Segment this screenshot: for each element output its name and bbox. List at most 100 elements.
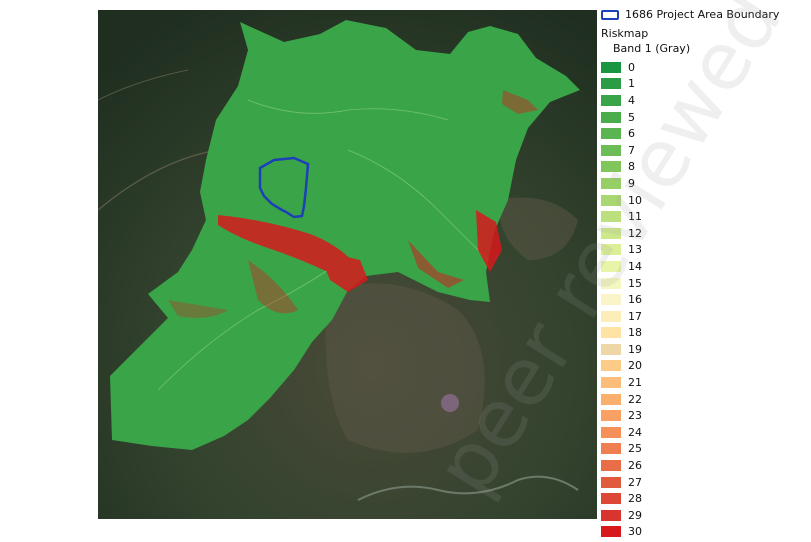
- legend-item-label: 29: [628, 508, 642, 522]
- legend-color-swatch: [601, 78, 621, 90]
- legend-item: 25: [601, 441, 807, 458]
- legend-item-label: 19: [628, 342, 642, 356]
- legend-color-swatch: [601, 277, 621, 289]
- legend-item-label: 13: [628, 243, 642, 257]
- legend-item: 20: [601, 358, 807, 375]
- legend-color-swatch: [601, 227, 621, 239]
- legend-item: 27: [601, 474, 807, 491]
- boundary-swatch: [601, 9, 619, 20]
- cleared-land-patch: [498, 197, 578, 260]
- legend-item-label: 14: [628, 259, 642, 273]
- legend-color-swatch: [601, 111, 621, 123]
- map-canvas: [98, 10, 597, 519]
- band-label: Band 1 (Gray): [613, 42, 691, 55]
- legend-color-swatch: [601, 61, 621, 73]
- legend-item: 9: [601, 175, 807, 192]
- legend-item: 4: [601, 92, 807, 109]
- legend-color-swatch: [601, 509, 621, 521]
- legend-item-label: 25: [628, 442, 642, 456]
- legend-item-label: 26: [628, 459, 642, 473]
- settlement-patch: [441, 394, 459, 412]
- legend-color-swatch: [601, 260, 621, 272]
- legend-item-label: 21: [628, 376, 642, 390]
- legend-color-swatch: [601, 244, 621, 256]
- legend-color-swatch: [601, 343, 621, 355]
- legend-color-swatch: [601, 194, 621, 206]
- legend-item-label: 18: [628, 326, 642, 340]
- legend-items: 0 1 4 5 6 7 8 9 10 11 12 13 14 15 16 17 18 19 20 21 22 23 24 25…: [601, 59, 807, 540]
- legend-item-label: 7: [628, 143, 635, 157]
- legend-item-label: 0: [628, 60, 635, 74]
- legend-item: 29: [601, 507, 807, 524]
- legend-color-swatch: [601, 393, 621, 405]
- legend-item-label: 16: [628, 293, 642, 307]
- legend-item-label: 20: [628, 359, 642, 373]
- legend-item-label: 11: [628, 210, 642, 224]
- legend-color-swatch: [601, 443, 621, 455]
- legend-item-label: 22: [628, 392, 642, 406]
- legend-color-swatch: [601, 410, 621, 422]
- legend-color-swatch: [601, 211, 621, 223]
- legend-item: 13: [601, 242, 807, 259]
- legend-item: 17: [601, 308, 807, 325]
- legend-color-swatch: [601, 377, 621, 389]
- stream-line: [157, 269, 329, 391]
- legend-item: 22: [601, 391, 807, 408]
- legend-item-label: 24: [628, 425, 642, 439]
- legend-item-label: 1: [628, 77, 635, 91]
- risk-map[interactable]: [98, 10, 597, 519]
- legend-item-label: 6: [628, 127, 635, 141]
- legend-item: 1: [601, 76, 807, 93]
- legend-item-label: 30: [628, 525, 642, 539]
- legend-item-label: 15: [628, 276, 642, 290]
- legend-color-swatch: [601, 177, 621, 189]
- legend-item: 21: [601, 374, 807, 391]
- legend-color-swatch: [601, 128, 621, 140]
- legend-item: 24: [601, 424, 807, 441]
- legend-item: 8: [601, 159, 807, 176]
- legend-item-label: 12: [628, 226, 642, 240]
- legend-color-swatch: [601, 144, 621, 156]
- stream-line: [347, 149, 489, 261]
- legend-color-swatch: [601, 476, 621, 488]
- legend-boundary-entry: 1686 Project Area Boundary: [601, 6, 807, 23]
- legend-item: 10: [601, 192, 807, 209]
- map-legend: 1686 Project Area Boundary Riskmap Band …: [601, 6, 807, 540]
- legend-item: 7: [601, 142, 807, 159]
- road-line: [98, 149, 219, 211]
- legend-item: 5: [601, 109, 807, 126]
- legend-item-label: 17: [628, 309, 642, 323]
- legend-item: 18: [601, 325, 807, 342]
- legend-item: 23: [601, 407, 807, 424]
- cleared-land-patch: [325, 283, 485, 453]
- legend-item-label: 28: [628, 492, 642, 506]
- legend-item-label: 8: [628, 160, 635, 174]
- stream-line: [247, 99, 449, 121]
- legend-color-swatch: [601, 161, 621, 173]
- legend-item: 12: [601, 225, 807, 242]
- high-risk-areas: [168, 90, 538, 318]
- legend-item: 0: [601, 59, 807, 76]
- legend-color-swatch: [601, 460, 621, 472]
- layer-title: Riskmap: [601, 27, 649, 40]
- legend-item: 11: [601, 208, 807, 225]
- legend-item-label: 10: [628, 193, 642, 207]
- legend-item: 16: [601, 291, 807, 308]
- legend-item-label: 4: [628, 93, 635, 107]
- river-line: [357, 475, 579, 501]
- legend-item: 15: [601, 275, 807, 292]
- road-line: [98, 69, 189, 101]
- legend-color-swatch: [601, 327, 621, 339]
- legend-item: 14: [601, 258, 807, 275]
- legend-item: 28: [601, 490, 807, 507]
- legend-item-label: 9: [628, 176, 635, 190]
- legend-item: 30: [601, 524, 807, 541]
- legend-item: 19: [601, 341, 807, 358]
- risk-map-area: [110, 20, 580, 450]
- legend-color-swatch: [601, 360, 621, 372]
- legend-item: 26: [601, 457, 807, 474]
- legend-item: 6: [601, 125, 807, 142]
- project-area-boundary: [258, 156, 310, 219]
- legend-item-label: 27: [628, 475, 642, 489]
- legend-color-swatch: [601, 493, 621, 505]
